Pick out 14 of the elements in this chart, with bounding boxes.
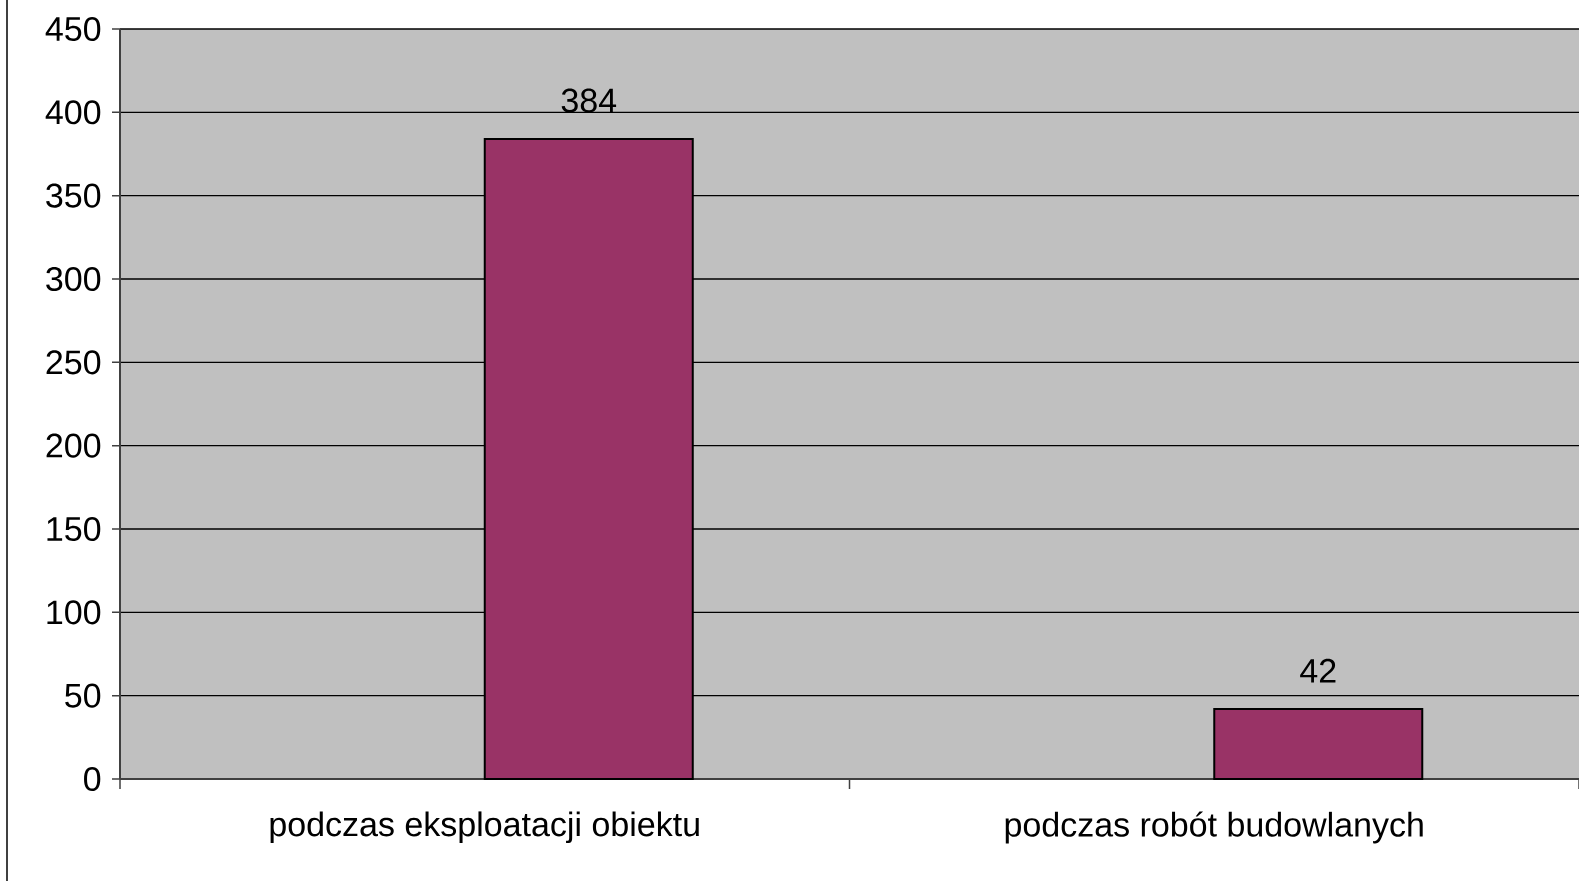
data-label: 42 bbox=[1300, 658, 1336, 683]
y-tick-label: 400 bbox=[45, 100, 101, 125]
y-tick-label: 150 bbox=[47, 516, 101, 542]
y-tick-label: 100 bbox=[47, 600, 101, 625]
y-tick-label: 50 bbox=[65, 683, 101, 708]
x-tick-label: podczas robót budowlanych bbox=[1005, 811, 1423, 844]
y-tick-label: 0 bbox=[84, 766, 101, 792]
y-tick-label: 350 bbox=[46, 183, 101, 208]
y-tick-label: 450 bbox=[45, 16, 101, 42]
x-tick-label: podczas eksploatacji obiektu bbox=[270, 811, 699, 844]
data-label: 384 bbox=[561, 88, 617, 113]
y-tick-label: 200 bbox=[46, 433, 101, 458]
y-tick-label: 250 bbox=[46, 350, 101, 375]
y-tick-label: 300 bbox=[46, 266, 101, 292]
